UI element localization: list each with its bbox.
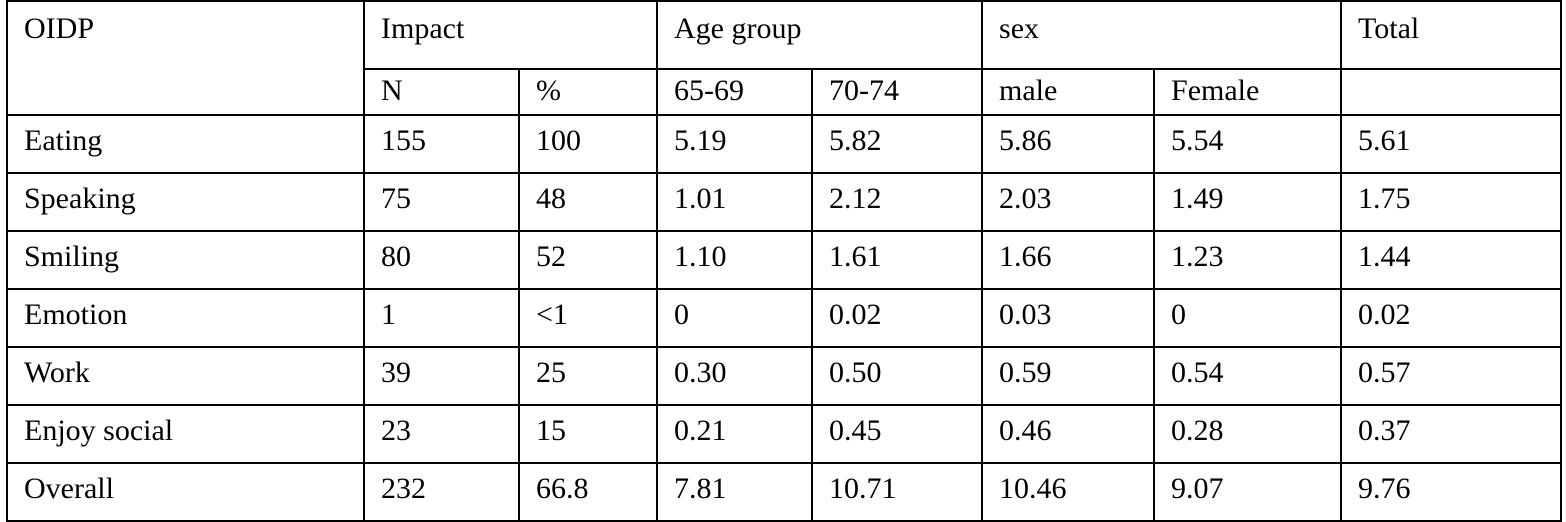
- oidp-table-container: OIDP Impact Age group sex Total N % 65-6…: [6, 0, 1563, 522]
- cell-age-65-69: 0.30: [656, 346, 814, 406]
- header-oidp: OIDP: [6, 0, 365, 116]
- table-row: Enjoy social 23 15 0.21 0.45 0.46 0.28 0…: [6, 404, 1563, 464]
- subheader-age-70-74: 70-74: [811, 68, 984, 116]
- cell-age-70-74: 0.02: [811, 288, 984, 348]
- cell-label: Work: [6, 346, 365, 406]
- cell-percent: 66.8: [517, 462, 659, 522]
- cell-total: 5.61: [1340, 114, 1563, 174]
- cell-male: 10.46: [981, 462, 1156, 522]
- table-row: Work 39 25 0.30 0.50 0.59 0.54 0.57: [6, 346, 1563, 406]
- cell-age-70-74: 2.12: [811, 172, 984, 232]
- table-row: Emotion 1 <1 0 0.02 0.03 0 0.02: [6, 288, 1563, 348]
- subheader-percent: %: [517, 68, 659, 116]
- cell-female: 1.23: [1153, 230, 1343, 290]
- header-row-1: OIDP Impact Age group sex Total: [6, 0, 1563, 116]
- cell-n: 80: [363, 230, 520, 290]
- cell-total: 0.57: [1340, 346, 1563, 406]
- cell-age-65-69: 7.81: [656, 462, 814, 522]
- cell-total: 1.44: [1340, 230, 1563, 290]
- header-sex: sex: [981, 0, 1343, 70]
- cell-female: 0.28: [1153, 404, 1343, 464]
- cell-age-70-74: 0.45: [811, 404, 984, 464]
- cell-male: 0.46: [981, 404, 1156, 464]
- cell-label: Speaking: [6, 172, 365, 232]
- oidp-table: OIDP Impact Age group sex Total N % 65-6…: [6, 0, 1563, 522]
- cell-label: Overall: [6, 462, 365, 522]
- cell-total: 0.37: [1340, 404, 1563, 464]
- cell-female: 0: [1153, 288, 1343, 348]
- cell-n: 155: [363, 114, 520, 174]
- header-total: Total: [1340, 0, 1563, 70]
- cell-percent: 100: [517, 114, 659, 174]
- table-row: Overall 232 66.8 7.81 10.71 10.46 9.07 9…: [6, 462, 1563, 522]
- cell-label: Emotion: [6, 288, 365, 348]
- cell-male: 1.66: [981, 230, 1156, 290]
- cell-age-70-74: 1.61: [811, 230, 984, 290]
- subheader-age-65-69: 65-69: [656, 68, 814, 116]
- cell-age-70-74: 5.82: [811, 114, 984, 174]
- cell-male: 2.03: [981, 172, 1156, 232]
- cell-age-65-69: 0.21: [656, 404, 814, 464]
- cell-female: 0.54: [1153, 346, 1343, 406]
- cell-n: 39: [363, 346, 520, 406]
- cell-male: 0.03: [981, 288, 1156, 348]
- cell-n: 23: [363, 404, 520, 464]
- subheader-n: N: [363, 68, 520, 116]
- cell-percent: 48: [517, 172, 659, 232]
- cell-total: 9.76: [1340, 462, 1563, 522]
- header-impact: Impact: [362, 0, 659, 70]
- cell-percent: 25: [517, 346, 659, 406]
- cell-label: Enjoy social: [6, 404, 365, 464]
- cell-label: Smiling: [6, 230, 365, 290]
- subheader-female: Female: [1153, 68, 1343, 116]
- cell-age-65-69: 0: [656, 288, 814, 348]
- cell-male: 0.59: [981, 346, 1156, 406]
- cell-female: 1.49: [1153, 172, 1343, 232]
- cell-total: 1.75: [1340, 172, 1563, 232]
- subheader-total-empty: [1340, 68, 1563, 116]
- table-row: Eating 155 100 5.19 5.82 5.86 5.54 5.61: [6, 114, 1563, 174]
- cell-percent: 52: [517, 230, 659, 290]
- cell-percent: <1: [517, 288, 659, 348]
- table-row: Smiling 80 52 1.10 1.61 1.66 1.23 1.44: [6, 230, 1563, 290]
- cell-female: 9.07: [1153, 462, 1343, 522]
- cell-age-70-74: 0.50: [811, 346, 984, 406]
- cell-label: Eating: [6, 114, 365, 174]
- cell-total: 0.02: [1340, 288, 1563, 348]
- cell-age-70-74: 10.71: [811, 462, 984, 522]
- cell-n: 232: [363, 462, 520, 522]
- cell-n: 75: [363, 172, 520, 232]
- cell-n: 1: [363, 288, 520, 348]
- cell-male: 5.86: [981, 114, 1156, 174]
- cell-female: 5.54: [1153, 114, 1343, 174]
- cell-age-65-69: 1.10: [656, 230, 814, 290]
- header-age-group: Age group: [656, 0, 984, 70]
- header-row-2: N % 65-69 70-74 male Female: [7, 68, 1563, 116]
- table-row: Speaking 75 48 1.01 2.12 2.03 1.49 1.75: [6, 172, 1563, 232]
- cell-age-65-69: 1.01: [656, 172, 814, 232]
- cell-percent: 15: [517, 404, 659, 464]
- subheader-male: male: [981, 68, 1156, 116]
- cell-age-65-69: 5.19: [656, 114, 814, 174]
